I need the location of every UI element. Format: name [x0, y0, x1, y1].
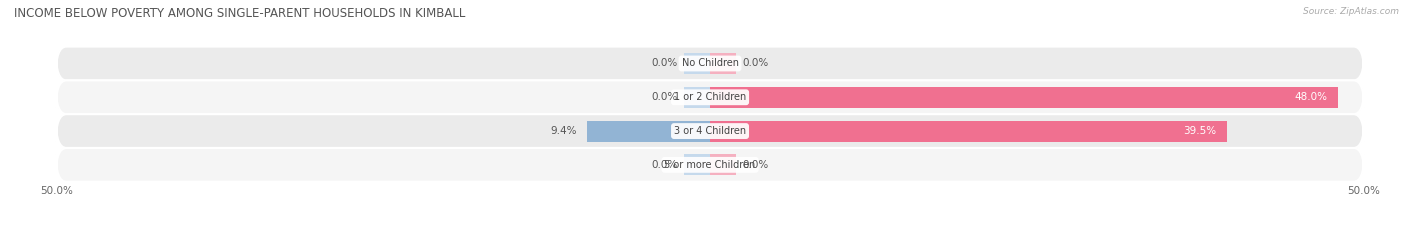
- Text: 0.0%: 0.0%: [742, 58, 769, 69]
- Text: Source: ZipAtlas.com: Source: ZipAtlas.com: [1303, 7, 1399, 16]
- Bar: [710, 87, 1337, 108]
- Text: No Children: No Children: [682, 58, 738, 69]
- Text: 0.0%: 0.0%: [651, 160, 678, 170]
- Text: 0.0%: 0.0%: [742, 160, 769, 170]
- Bar: [710, 121, 1226, 141]
- FancyBboxPatch shape: [56, 47, 1364, 80]
- Text: INCOME BELOW POVERTY AMONG SINGLE-PARENT HOUSEHOLDS IN KIMBALL: INCOME BELOW POVERTY AMONG SINGLE-PARENT…: [14, 7, 465, 20]
- Text: 48.0%: 48.0%: [1294, 92, 1327, 102]
- Text: 39.5%: 39.5%: [1182, 126, 1216, 136]
- Text: 5 or more Children: 5 or more Children: [665, 160, 755, 170]
- Text: 0.0%: 0.0%: [651, 58, 678, 69]
- Bar: [683, 53, 710, 74]
- Bar: [588, 121, 710, 141]
- Bar: [710, 154, 737, 175]
- FancyBboxPatch shape: [56, 114, 1364, 148]
- FancyBboxPatch shape: [56, 148, 1364, 182]
- Text: 3 or 4 Children: 3 or 4 Children: [673, 126, 747, 136]
- FancyBboxPatch shape: [56, 80, 1364, 114]
- Bar: [710, 53, 737, 74]
- Bar: [683, 154, 710, 175]
- Text: 0.0%: 0.0%: [651, 92, 678, 102]
- Text: 1 or 2 Children: 1 or 2 Children: [673, 92, 747, 102]
- Bar: [683, 87, 710, 108]
- Text: 9.4%: 9.4%: [550, 126, 576, 136]
